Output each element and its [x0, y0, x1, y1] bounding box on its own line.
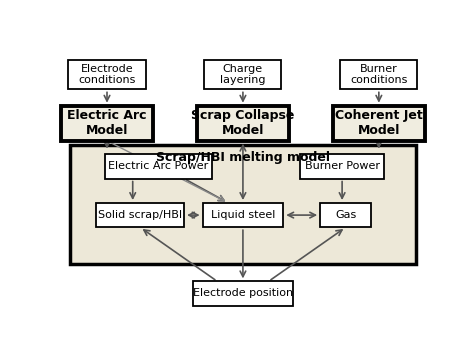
Text: Coherent Jet
Model: Coherent Jet Model [335, 109, 423, 137]
Text: Scrap Collapse
Model: Scrap Collapse Model [191, 109, 295, 137]
Text: Burner Power: Burner Power [305, 161, 380, 171]
FancyBboxPatch shape [105, 154, 212, 179]
FancyBboxPatch shape [193, 281, 292, 306]
FancyBboxPatch shape [70, 145, 416, 264]
Text: Electrode position: Electrode position [193, 289, 293, 298]
Text: Liquid steel: Liquid steel [211, 210, 275, 220]
Text: Gas: Gas [335, 210, 356, 220]
Text: Electric Arc Power: Electric Arc Power [109, 161, 209, 171]
Text: Scrap/HBI melting model: Scrap/HBI melting model [156, 151, 330, 164]
FancyBboxPatch shape [340, 60, 418, 90]
FancyBboxPatch shape [333, 106, 425, 141]
Text: Charge
layering: Charge layering [220, 64, 265, 85]
Text: Burner
conditions: Burner conditions [350, 64, 408, 85]
FancyBboxPatch shape [61, 106, 153, 141]
FancyBboxPatch shape [204, 60, 282, 90]
FancyBboxPatch shape [320, 203, 372, 227]
FancyBboxPatch shape [68, 60, 146, 90]
FancyBboxPatch shape [197, 106, 289, 141]
Text: Solid scrap/HBI: Solid scrap/HBI [98, 210, 182, 220]
FancyBboxPatch shape [96, 203, 184, 227]
FancyBboxPatch shape [300, 154, 384, 179]
FancyBboxPatch shape [202, 203, 283, 227]
Text: Electric Arc
Model: Electric Arc Model [67, 109, 147, 137]
Text: Electrode
conditions: Electrode conditions [78, 64, 136, 85]
